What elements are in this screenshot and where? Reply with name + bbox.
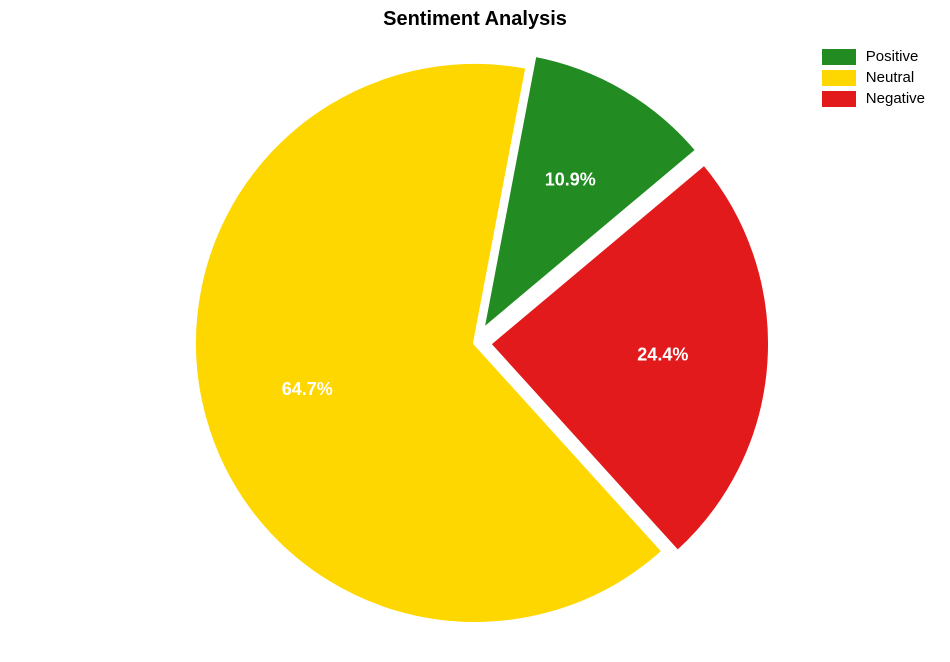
legend-label-neutral: Neutral xyxy=(866,69,914,86)
legend-swatch-positive xyxy=(822,49,856,65)
legend-label-positive: Positive xyxy=(866,48,919,65)
legend-swatch-negative xyxy=(822,91,856,107)
pie-svg: 10.9% 64.7% 24.4% xyxy=(0,0,950,662)
legend-item-negative: Negative xyxy=(822,90,925,107)
legend-swatch-neutral xyxy=(822,70,856,86)
legend-item-positive: Positive xyxy=(822,48,925,65)
sentiment-pie-chart: Sentiment Analysis 10.9%64.7%24.4% Posit… xyxy=(0,0,950,662)
legend: Positive Neutral Negative xyxy=(822,48,925,111)
pie-slice-label-neutral: 64.7% xyxy=(282,379,333,399)
legend-label-negative: Negative xyxy=(866,90,925,107)
pie-slice-label-positive: 10.9% xyxy=(545,169,596,189)
pie-slice-label-negative: 24.4% xyxy=(637,345,688,365)
legend-item-neutral: Neutral xyxy=(822,69,925,86)
